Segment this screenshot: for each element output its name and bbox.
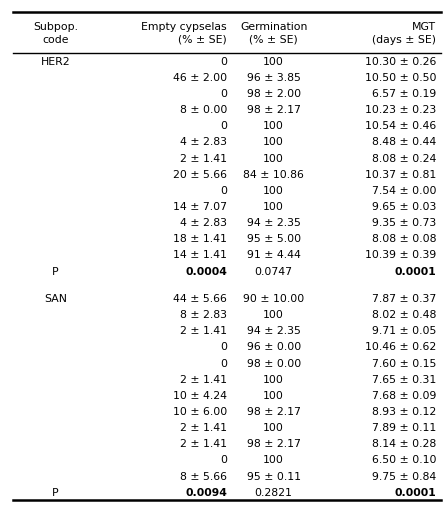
Text: 96 ± 3.85: 96 ± 3.85: [247, 73, 301, 82]
Text: 7.60 ± 0.15: 7.60 ± 0.15: [372, 358, 436, 368]
Text: 10 ± 6.00: 10 ± 6.00: [173, 406, 227, 416]
Text: 100: 100: [263, 202, 284, 212]
Text: 96 ± 0.00: 96 ± 0.00: [247, 342, 301, 352]
Text: 98 ± 2.17: 98 ± 2.17: [247, 406, 301, 416]
Text: 100: 100: [263, 422, 284, 432]
Text: 0: 0: [220, 455, 227, 465]
Text: 0.0001: 0.0001: [394, 487, 436, 497]
Text: HER2: HER2: [41, 56, 70, 67]
Text: 0.0094: 0.0094: [185, 487, 227, 497]
Text: 7.87 ± 0.37: 7.87 ± 0.37: [372, 293, 436, 303]
Text: 10.50 ± 0.50: 10.50 ± 0.50: [364, 73, 436, 82]
Text: 100: 100: [263, 137, 284, 147]
Text: 8.48 ± 0.44: 8.48 ± 0.44: [372, 137, 436, 147]
Text: 0: 0: [220, 89, 227, 99]
Text: 84 ± 10.86: 84 ± 10.86: [243, 169, 304, 179]
Text: Empty cypselas
(% ± SE): Empty cypselas (% ± SE): [142, 21, 227, 45]
Text: 100: 100: [263, 390, 284, 400]
Text: 7.54 ± 0.00: 7.54 ± 0.00: [372, 185, 436, 195]
Text: 8 ± 5.66: 8 ± 5.66: [180, 471, 227, 480]
Text: Subpop.
code: Subpop. code: [33, 21, 78, 45]
Text: 98 ± 2.17: 98 ± 2.17: [247, 105, 301, 115]
Text: 90 ± 10.00: 90 ± 10.00: [243, 293, 304, 303]
Text: 2 ± 1.41: 2 ± 1.41: [180, 374, 227, 384]
Text: SAN: SAN: [44, 293, 67, 303]
Text: 6.50 ± 0.10: 6.50 ± 0.10: [372, 455, 436, 465]
Text: 100: 100: [263, 374, 284, 384]
Text: 0.0001: 0.0001: [394, 266, 436, 276]
Text: 8.14 ± 0.28: 8.14 ± 0.28: [372, 438, 436, 448]
Text: 4 ± 2.83: 4 ± 2.83: [180, 218, 227, 228]
Text: 91 ± 4.44: 91 ± 4.44: [247, 250, 301, 260]
Text: 8.08 ± 0.08: 8.08 ± 0.08: [372, 234, 436, 244]
Text: P: P: [53, 266, 59, 276]
Text: 0.0747: 0.0747: [255, 266, 293, 276]
Text: 10.54 ± 0.46: 10.54 ± 0.46: [365, 121, 436, 131]
Text: 9.65 ± 0.03: 9.65 ± 0.03: [372, 202, 436, 212]
Text: 8.93 ± 0.12: 8.93 ± 0.12: [372, 406, 436, 416]
Text: 7.89 ± 0.11: 7.89 ± 0.11: [372, 422, 436, 432]
Text: 18 ± 1.41: 18 ± 1.41: [173, 234, 227, 244]
Text: 94 ± 2.35: 94 ± 2.35: [247, 326, 301, 335]
Text: 10.39 ± 0.39: 10.39 ± 0.39: [365, 250, 436, 260]
Text: 10.37 ± 0.81: 10.37 ± 0.81: [365, 169, 436, 179]
Text: 2 ± 1.41: 2 ± 1.41: [180, 438, 227, 448]
Text: 6.57 ± 0.19: 6.57 ± 0.19: [372, 89, 436, 99]
Text: 14 ± 1.41: 14 ± 1.41: [173, 250, 227, 260]
Text: 100: 100: [263, 153, 284, 163]
Text: 10.30 ± 0.26: 10.30 ± 0.26: [365, 56, 436, 67]
Text: 100: 100: [263, 121, 284, 131]
Text: MGT
(days ± SE): MGT (days ± SE): [372, 21, 436, 45]
Text: 8 ± 0.00: 8 ± 0.00: [180, 105, 227, 115]
Text: 7.65 ± 0.31: 7.65 ± 0.31: [372, 374, 436, 384]
Text: 20 ± 5.66: 20 ± 5.66: [173, 169, 227, 179]
Text: 100: 100: [263, 309, 284, 320]
Text: 0: 0: [220, 56, 227, 67]
Text: 14 ± 7.07: 14 ± 7.07: [173, 202, 227, 212]
Text: 100: 100: [263, 56, 284, 67]
Text: P: P: [53, 487, 59, 497]
Text: 0: 0: [220, 185, 227, 195]
Text: 0: 0: [220, 121, 227, 131]
Text: 9.71 ± 0.05: 9.71 ± 0.05: [372, 326, 436, 335]
Text: 10 ± 4.24: 10 ± 4.24: [173, 390, 227, 400]
Text: 95 ± 5.00: 95 ± 5.00: [247, 234, 301, 244]
Text: 7.68 ± 0.09: 7.68 ± 0.09: [372, 390, 436, 400]
Text: 46 ± 2.00: 46 ± 2.00: [173, 73, 227, 82]
Text: 0: 0: [220, 342, 227, 352]
Text: 8 ± 2.83: 8 ± 2.83: [180, 309, 227, 320]
Text: 8.08 ± 0.24: 8.08 ± 0.24: [372, 153, 436, 163]
Text: 8.02 ± 0.48: 8.02 ± 0.48: [372, 309, 436, 320]
Text: 9.75 ± 0.84: 9.75 ± 0.84: [372, 471, 436, 480]
Text: 98 ± 2.17: 98 ± 2.17: [247, 438, 301, 448]
Text: 100: 100: [263, 455, 284, 465]
Text: 95 ± 0.11: 95 ± 0.11: [247, 471, 301, 480]
Text: 2 ± 1.41: 2 ± 1.41: [180, 422, 227, 432]
Text: 98 ± 0.00: 98 ± 0.00: [247, 358, 301, 368]
Text: 100: 100: [263, 185, 284, 195]
Text: 0.2821: 0.2821: [255, 487, 293, 497]
Text: 0.0004: 0.0004: [185, 266, 227, 276]
Text: Germination
(% ± SE): Germination (% ± SE): [240, 21, 307, 45]
Text: 2 ± 1.41: 2 ± 1.41: [180, 326, 227, 335]
Text: 10.23 ± 0.23: 10.23 ± 0.23: [365, 105, 436, 115]
Text: 2 ± 1.41: 2 ± 1.41: [180, 153, 227, 163]
Text: 4 ± 2.83: 4 ± 2.83: [180, 137, 227, 147]
Text: 98 ± 2.00: 98 ± 2.00: [247, 89, 301, 99]
Text: 44 ± 5.66: 44 ± 5.66: [173, 293, 227, 303]
Text: 10.46 ± 0.62: 10.46 ± 0.62: [365, 342, 436, 352]
Text: 0: 0: [220, 358, 227, 368]
Text: 94 ± 2.35: 94 ± 2.35: [247, 218, 301, 228]
Text: 9.35 ± 0.73: 9.35 ± 0.73: [372, 218, 436, 228]
